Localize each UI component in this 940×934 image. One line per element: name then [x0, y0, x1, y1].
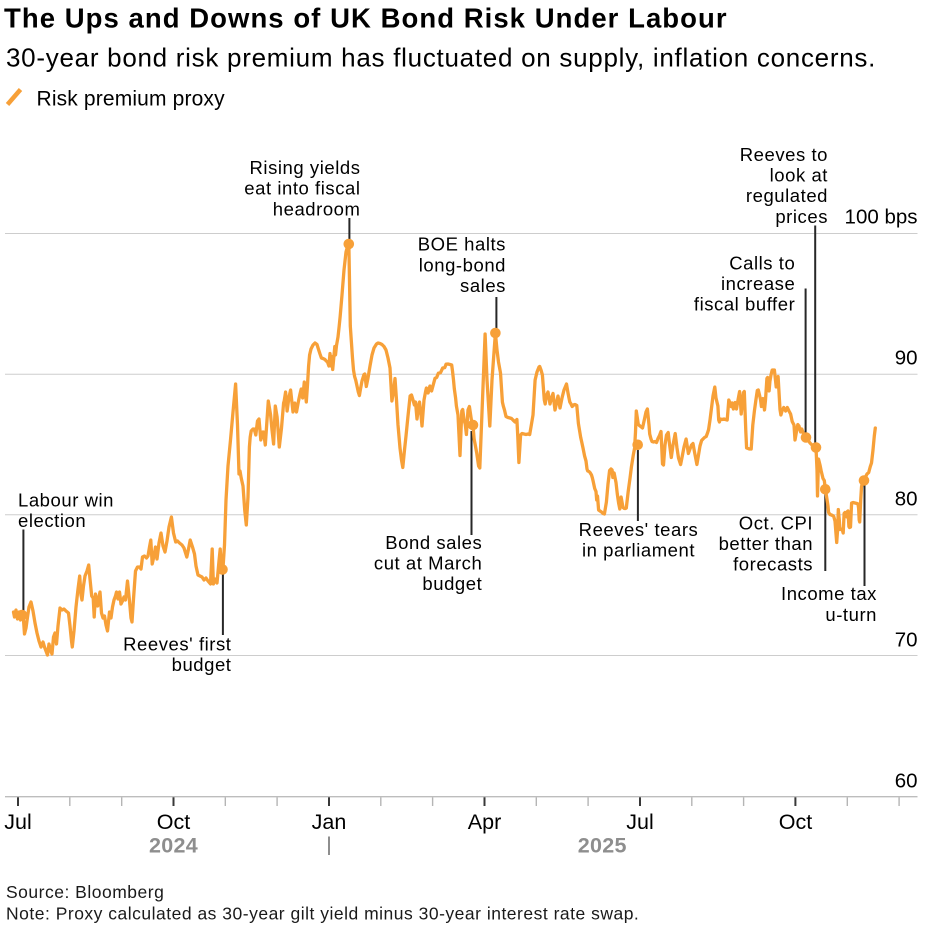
svg-text:eat into fiscal: eat into fiscal [244, 178, 360, 199]
svg-text:Reeves to: Reeves to [740, 144, 828, 165]
svg-text:look at: look at [770, 165, 828, 186]
svg-text:60: 60 [895, 769, 918, 792]
svg-text:BOE halts: BOE halts [418, 234, 506, 255]
svg-text:in parliament: in parliament [582, 540, 695, 561]
svg-text:Labour win: Labour win [18, 489, 114, 510]
svg-text:Calls to: Calls to [729, 252, 795, 273]
svg-text:prices: prices [775, 206, 828, 227]
svg-text:Reeves' tears: Reeves' tears [579, 519, 699, 540]
svg-text:Rising yields: Rising yields [250, 157, 361, 178]
svg-text:2024: 2024 [149, 834, 198, 858]
svg-text:30-year bond risk premium has: 30-year bond risk premium has fluctuated… [6, 43, 876, 73]
svg-text:better than: better than [719, 533, 814, 554]
svg-text:Oct: Oct [157, 810, 190, 834]
svg-text:regulated: regulated [746, 185, 828, 206]
svg-text:Reeves' first: Reeves' first [123, 634, 231, 655]
svg-text:Oct. CPI: Oct. CPI [739, 513, 813, 534]
svg-text:80: 80 [895, 487, 918, 510]
svg-text:cut at March: cut at March [374, 553, 482, 574]
svg-text:u-turn: u-turn [825, 604, 877, 625]
svg-text:The Ups and Downs of UK Bond R: The Ups and Downs of UK Bond Risk Under … [4, 3, 728, 34]
svg-text:Jan: Jan [312, 810, 347, 834]
svg-text:70: 70 [895, 629, 918, 652]
svg-text:Jul: Jul [4, 810, 31, 834]
svg-text:Note: Proxy calculated as 30-y: Note: Proxy calculated as 30-year gilt y… [6, 904, 639, 924]
svg-text:100 bps: 100 bps [845, 206, 918, 229]
svg-text:increase: increase [721, 273, 795, 294]
svg-text:budget: budget [172, 654, 232, 675]
svg-text:Oct: Oct [779, 810, 812, 834]
svg-text:Source: Bloomberg: Source: Bloomberg [6, 882, 164, 902]
svg-text:election: election [18, 510, 86, 531]
svg-text:forecasts: forecasts [733, 554, 813, 575]
svg-text:Apr: Apr [468, 810, 501, 834]
svg-text:Income tax: Income tax [781, 583, 877, 604]
svg-text:sales: sales [460, 275, 506, 296]
svg-text:Risk premium proxy: Risk premium proxy [37, 88, 226, 111]
svg-text:Jul: Jul [626, 810, 653, 834]
svg-text:90: 90 [895, 347, 918, 370]
svg-text:fiscal buffer: fiscal buffer [694, 293, 795, 314]
svg-text:headroom: headroom [273, 198, 361, 219]
svg-text:budget: budget [422, 573, 482, 594]
svg-text:long-bond: long-bond [419, 254, 506, 275]
svg-text:2025: 2025 [578, 834, 627, 858]
svg-text:Bond sales: Bond sales [385, 532, 482, 553]
